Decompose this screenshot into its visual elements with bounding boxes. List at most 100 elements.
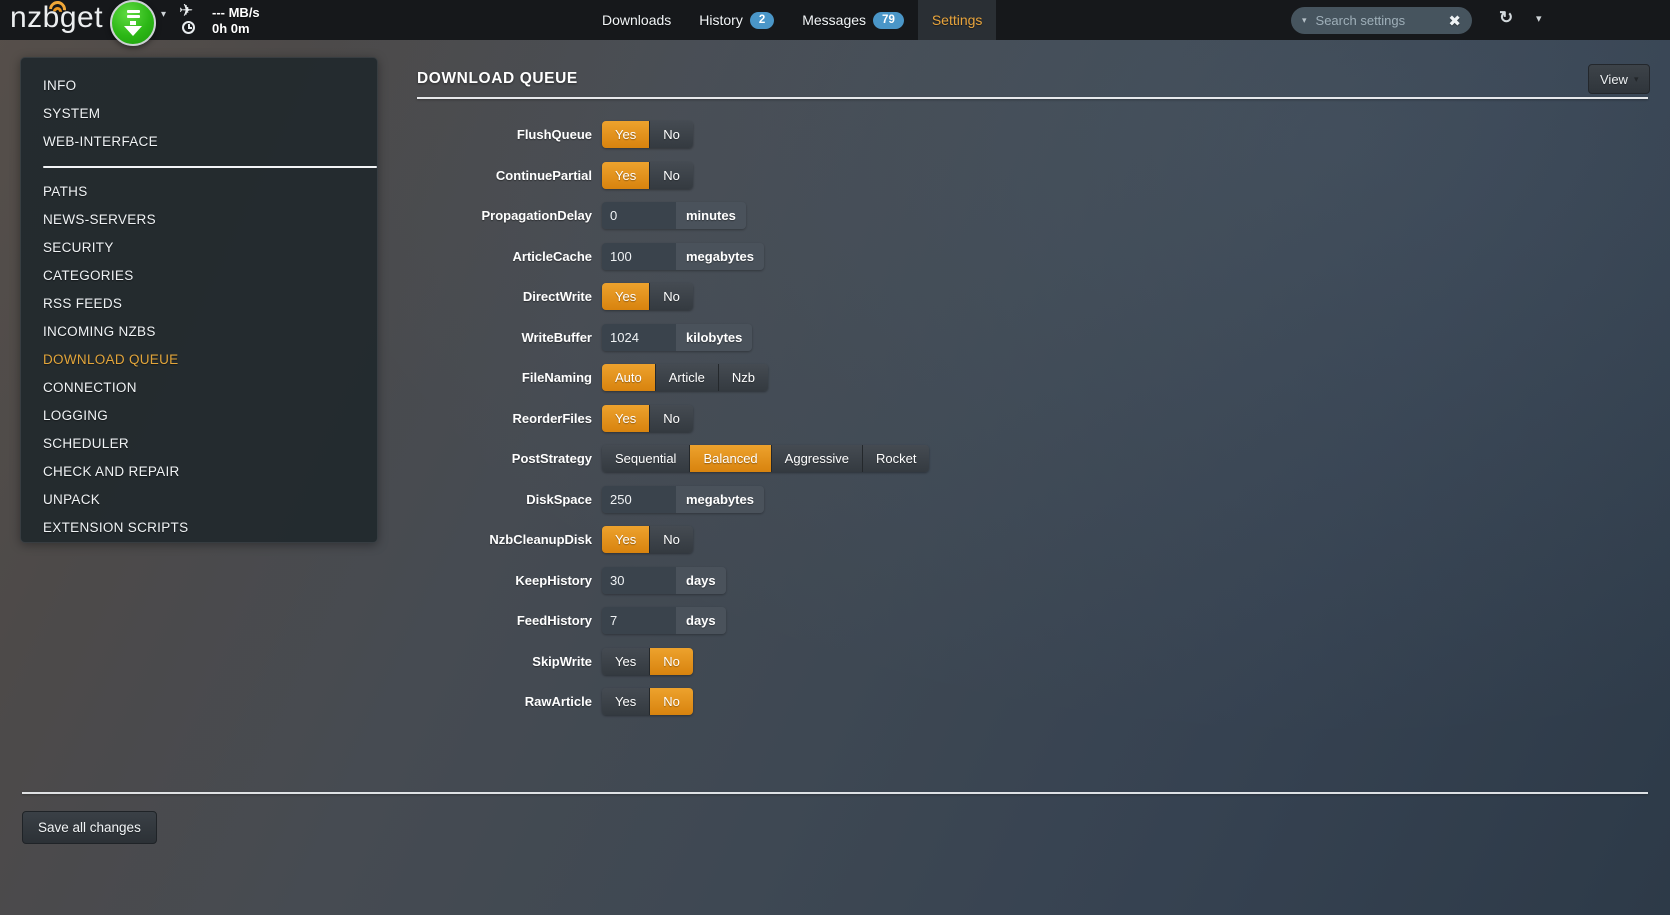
toggle-option-aggressive[interactable]: Aggressive: [771, 445, 863, 472]
sidebar-item-extension-scripts[interactable]: EXTENSION SCRIPTS: [43, 520, 189, 535]
toggle-option-rocket[interactable]: Rocket: [862, 445, 930, 472]
toggle-option-article[interactable]: Article: [655, 364, 719, 391]
nzbget-logo: nzbget: [10, 1, 104, 34]
search-input[interactable]: [1315, 13, 1449, 28]
toggle-option-yes[interactable]: Yes: [602, 526, 651, 553]
setting-row-propagationdelay: PropagationDelay minutes: [400, 202, 1400, 229]
sidebar-item-info[interactable]: INFO: [43, 78, 77, 93]
nav-history[interactable]: History 2: [685, 0, 788, 40]
setting-input-group: megabytes: [602, 242, 764, 270]
toggle-option-yes[interactable]: Yes: [602, 404, 651, 432]
nav-settings[interactable]: Settings: [917, 0, 997, 40]
setting-input[interactable]: [602, 323, 676, 351]
unit-label: days: [676, 607, 726, 634]
toggle-option-yes[interactable]: Yes: [602, 283, 651, 310]
toggle-option-yes[interactable]: Yes: [602, 647, 651, 675]
time-remaining: 0h 0m: [212, 21, 250, 36]
toggle-option-no[interactable]: No: [650, 283, 693, 310]
settings-sidebar: INFO SYSTEM WEB-INTERFACE PATHS NEWS-SER…: [20, 57, 378, 543]
toggle-option-auto[interactable]: Auto: [602, 364, 656, 391]
sidebar-item-logging[interactable]: LOGGING: [43, 408, 109, 423]
toggle-option-no[interactable]: No: [650, 161, 693, 189]
toggle-option-no[interactable]: No: [650, 688, 693, 715]
sidebar-item-incoming-nzbs[interactable]: INCOMING NZBS: [43, 324, 156, 339]
sidebar-item-rss-feeds[interactable]: RSS FEEDS: [43, 296, 123, 311]
unit-label: megabytes: [676, 485, 764, 513]
setting-label: PostStrategy: [511, 451, 592, 466]
save-all-changes-button[interactable]: Save all changes: [22, 811, 157, 844]
toggle-option-yes[interactable]: Yes: [602, 688, 651, 715]
download-arrow-icon: [126, 10, 140, 13]
sidebar-item-web-interface[interactable]: WEB-INTERFACE: [43, 134, 158, 149]
toggle-group: Yes No: [602, 161, 693, 189]
setting-label: SkipWrite: [532, 653, 592, 669]
sidebar-item-paths[interactable]: PATHS: [43, 184, 88, 199]
setting-row-skipwrite: SkipWrite Yes No: [400, 647, 1400, 675]
download-play-button[interactable]: [110, 0, 156, 46]
sidebar-item-download-queue[interactable]: DOWNLOAD QUEUE: [43, 352, 179, 367]
toggle-option-balanced[interactable]: Balanced: [690, 445, 772, 472]
setting-row-filenaming: FileNaming Auto Article Nzb: [400, 364, 1400, 391]
toggle-option-no[interactable]: No: [650, 526, 693, 553]
view-button[interactable]: View ▾: [1588, 64, 1651, 94]
setting-input[interactable]: [602, 485, 676, 513]
clock-icon: [182, 21, 195, 34]
setting-input-group: days: [602, 607, 726, 634]
page-title: DOWNLOAD QUEUE: [417, 70, 578, 87]
messages-count-badge: 79: [873, 11, 904, 29]
search-scope-caret-icon[interactable]: ▾: [1302, 15, 1307, 25]
nav-downloads[interactable]: Downloads: [602, 12, 672, 28]
toggle-option-no[interactable]: No: [650, 404, 693, 432]
setting-input-group: megabytes: [602, 485, 764, 513]
sidebar-item-check-and-repair[interactable]: CHECK AND REPAIR: [43, 464, 180, 479]
setting-row-feedhistory: FeedHistory days: [400, 607, 1400, 634]
toggle-option-yes[interactable]: Yes: [602, 121, 651, 148]
setting-label: ArticleCache: [512, 248, 592, 264]
setting-row-poststrategy: PostStrategy Sequential Balanced Aggress…: [400, 445, 1400, 472]
setting-input[interactable]: [602, 566, 676, 594]
setting-label: NzbCleanupDisk: [489, 532, 592, 547]
sidebar-divider: [43, 166, 377, 168]
title-divider: [417, 97, 1648, 99]
toggle-group: Yes No: [602, 404, 693, 432]
sidebar-item-connection[interactable]: CONNECTION: [43, 380, 137, 395]
setting-row-continuepartial: ContinuePartial Yes No: [400, 161, 1400, 189]
sidebar-item-system[interactable]: SYSTEM: [43, 106, 101, 121]
sidebar-item-categories[interactable]: CATEGORIES: [43, 268, 134, 283]
setting-input-group: kilobytes: [602, 323, 753, 351]
setting-label: DirectWrite: [522, 289, 592, 304]
setting-input[interactable]: [602, 242, 676, 270]
toggle-group: Sequential Balanced Aggressive Rocket: [602, 445, 930, 472]
topbar-menu-caret-icon[interactable]: ▾: [1536, 13, 1542, 25]
setting-label: FeedHistory: [516, 613, 592, 628]
toggle-option-no[interactable]: No: [650, 647, 693, 675]
toggle-option-sequential[interactable]: Sequential: [602, 445, 691, 472]
footer-divider: [22, 792, 1648, 794]
nav-messages[interactable]: Messages 79: [788, 0, 918, 40]
setting-row-articlecache: ArticleCache megabytes: [400, 242, 1400, 270]
toggle-group: Yes No: [602, 121, 693, 148]
search-clear-icon[interactable]: ✖: [1448, 12, 1461, 30]
speed-plane-icon: ✈: [179, 1, 194, 20]
sidebar-item-scheduler[interactable]: SCHEDULER: [43, 436, 129, 451]
setting-row-nzbcleanupdisk: NzbCleanupDisk Yes No: [400, 526, 1400, 553]
main-nav: Downloads History 2 Messages 79 Settings: [588, 0, 997, 40]
sidebar-item-security[interactable]: SECURITY: [43, 240, 114, 255]
toggle-option-nzb[interactable]: Nzb: [718, 364, 768, 391]
unit-label: kilobytes: [676, 323, 753, 351]
download-menu-caret-icon[interactable]: ▾: [161, 9, 167, 20]
toggle-option-yes[interactable]: Yes: [602, 161, 651, 189]
sidebar-item-unpack[interactable]: UNPACK: [43, 492, 101, 507]
setting-label: WriteBuffer: [521, 329, 592, 345]
toggle-option-no[interactable]: No: [650, 121, 693, 148]
setting-input[interactable]: [602, 607, 676, 634]
setting-label: PropagationDelay: [481, 208, 592, 223]
setting-input-group: minutes: [602, 202, 746, 229]
setting-row-diskspace: DiskSpace megabytes: [400, 485, 1400, 513]
refresh-icon[interactable]: ↻: [1499, 8, 1514, 27]
setting-input[interactable]: [602, 202, 676, 229]
download-speed: --- MB/s: [212, 5, 260, 20]
sidebar-item-news-servers[interactable]: NEWS-SERVERS: [43, 212, 156, 227]
setting-row-writebuffer: WriteBuffer kilobytes: [400, 323, 1400, 351]
search-box[interactable]: ▾ ✖: [1291, 7, 1472, 34]
